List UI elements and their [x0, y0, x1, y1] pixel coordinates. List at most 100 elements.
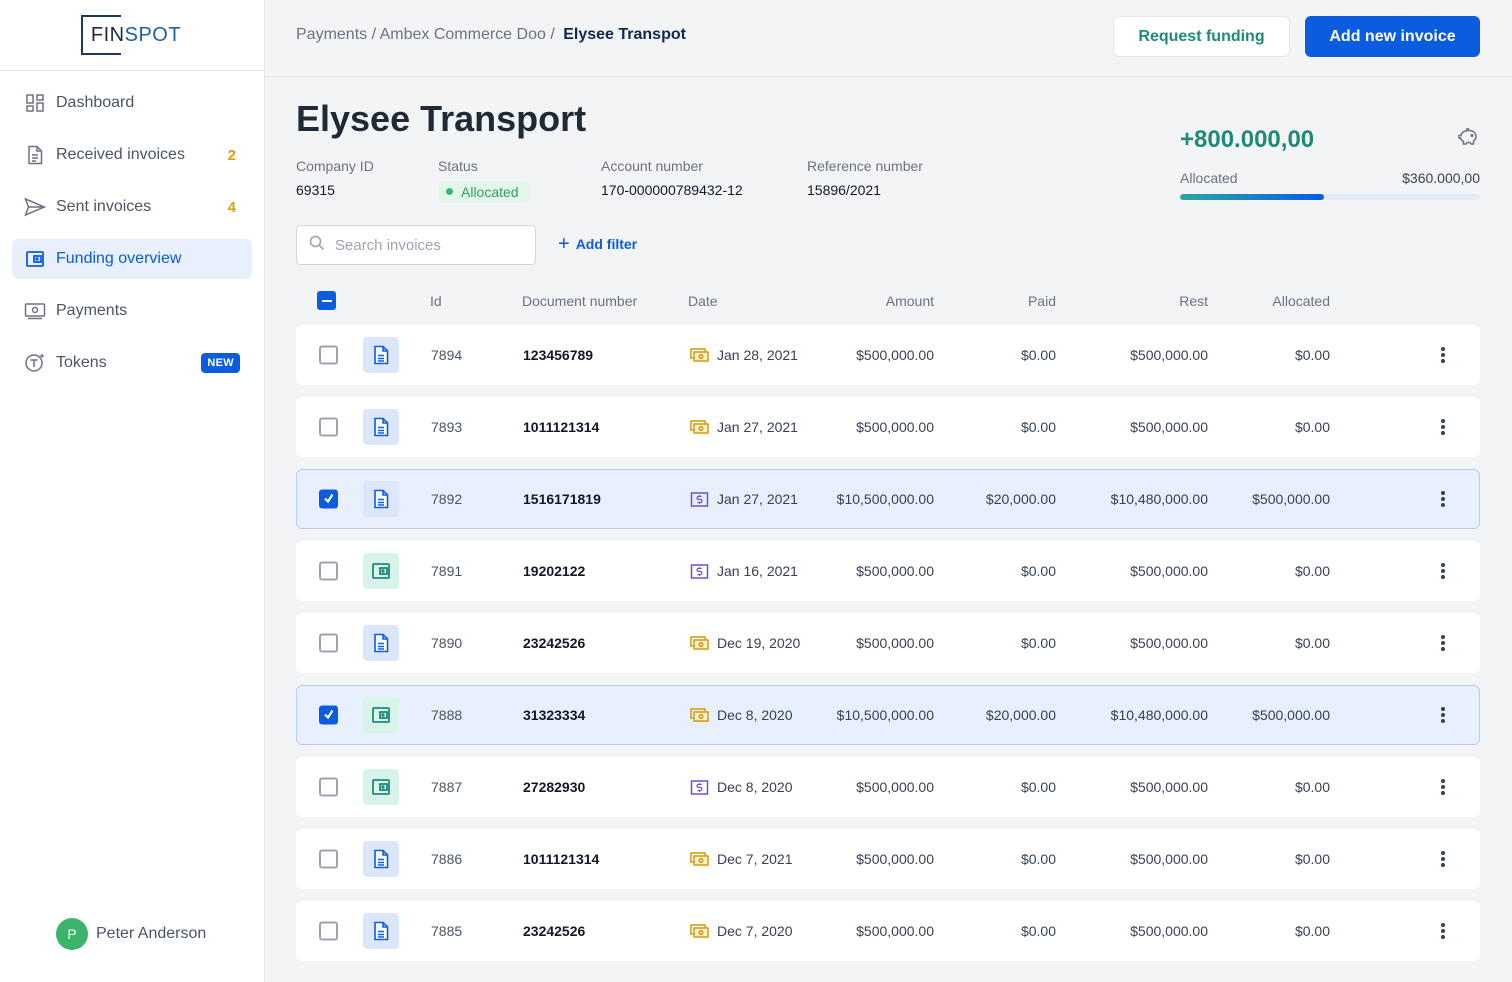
cell-allocated: $500,000.00 [1252, 707, 1330, 723]
breadcrumb-path[interactable]: Payments / Ambex Commerce Doo / [296, 26, 555, 43]
cell-paid: $0.00 [1020, 779, 1056, 795]
sidebar-item-tokens[interactable]: Tokens NEW [12, 343, 252, 383]
date-text: Dec 8, 2020 [717, 779, 793, 795]
row-checkbox[interactable] [319, 777, 338, 797]
allocated-label: Allocated [1180, 170, 1238, 186]
table-row[interactable]: 7892 1516171819 Jan 27, 2021 $10,500,000… [296, 469, 1480, 529]
table-row[interactable]: 7887 27282930 Dec 8, 2020 $500,000.00 $0… [296, 757, 1480, 817]
table-row[interactable]: 7894 123456789 Jan 28, 2021 $500,000.00 … [296, 325, 1480, 385]
cell-allocated: $0.00 [1294, 923, 1330, 939]
header-rest[interactable]: Rest [1179, 293, 1208, 309]
cell-date: Dec 19, 2020 [690, 635, 800, 651]
status-field: Status Allocated [438, 158, 529, 203]
more-options-icon[interactable] [1437, 633, 1449, 653]
sidebar-item-received-invoices[interactable]: Received invoices 2 [12, 135, 252, 175]
cell-allocated: $500,000.00 [1252, 491, 1330, 507]
row-checkbox[interactable] [319, 417, 338, 437]
dollar-icon [690, 779, 709, 795]
header-date[interactable]: Date [688, 293, 718, 309]
row-checkbox[interactable] [319, 705, 338, 725]
document-icon [363, 841, 399, 877]
account-number-field: Account number 170-000000789432-12 [601, 158, 743, 198]
more-options-icon[interactable] [1437, 417, 1449, 437]
cell-document-number: 123456789 [523, 347, 594, 363]
row-checkbox[interactable] [319, 921, 338, 941]
cell-paid: $20,000.00 [985, 491, 1056, 507]
more-options-icon[interactable] [1437, 849, 1449, 869]
cell-id: 7886 [431, 851, 463, 867]
add-filter-label: Add filter [575, 236, 638, 252]
piggy-bank-icon[interactable] [1456, 126, 1480, 150]
dollar-icon [690, 491, 709, 507]
cell-id: 7892 [431, 491, 463, 507]
more-options-icon[interactable] [1437, 921, 1449, 941]
date-text: Jan 16, 2021 [717, 563, 798, 579]
cell-amount: $10,500,000.00 [836, 491, 934, 507]
request-funding-button[interactable]: Request funding [1113, 16, 1290, 57]
add-filter-button[interactable]: + Add filter [558, 234, 638, 254]
more-options-icon[interactable] [1437, 345, 1449, 365]
add-new-invoice-button[interactable]: Add new invoice [1305, 16, 1480, 57]
date-text: Dec 8, 2020 [717, 707, 793, 723]
row-checkbox[interactable] [319, 849, 338, 869]
more-options-icon[interactable] [1437, 489, 1449, 509]
date-text: Jan 28, 2021 [717, 347, 798, 363]
more-options-icon[interactable] [1437, 705, 1449, 725]
select-all-checkbox[interactable] [317, 291, 336, 310]
cell-document-number: 23242526 [523, 923, 586, 939]
header-id[interactable]: Id [430, 293, 442, 309]
sidebar-item-label: Received invoices [56, 146, 185, 163]
row-checkbox[interactable] [319, 489, 338, 509]
cell-paid: $0.00 [1020, 635, 1056, 651]
row-checkbox[interactable] [319, 633, 338, 653]
cell-amount: $500,000.00 [856, 779, 934, 795]
cell-id: 7885 [431, 923, 463, 939]
allocation-progress-bar [1180, 194, 1480, 200]
table-row[interactable]: 7890 23242526 Dec 19, 2020 $500,000.00 $… [296, 613, 1480, 673]
sidebar-item-dashboard[interactable]: Dashboard [12, 83, 252, 123]
cell-rest: $500,000.00 [1130, 635, 1208, 651]
table-row[interactable]: 7885 23242526 Dec 7, 2020 $500,000.00 $0… [296, 901, 1480, 961]
logo[interactable]: FIN SPOT [80, 15, 181, 55]
cash-icon [690, 347, 709, 363]
cash-icon [690, 923, 709, 939]
search-input[interactable] [335, 236, 515, 254]
document-icon [363, 913, 399, 949]
header-document-number[interactable]: Document number [522, 293, 638, 309]
sidebar-item-label: Payments [56, 302, 128, 319]
document-icon [363, 337, 399, 373]
funding-amount: +800.000,00 [1180, 126, 1315, 153]
header-amount[interactable]: Amount [885, 293, 934, 309]
table-row[interactable]: 7891 19202122 Jan 16, 2021 $500,000.00 $… [296, 541, 1480, 601]
sidebar-nav: Dashboard Received invoices 2 Sent invoi… [0, 71, 264, 407]
more-options-icon[interactable] [1437, 777, 1449, 797]
header-paid[interactable]: Paid [1027, 293, 1056, 309]
row-checkbox[interactable] [319, 345, 338, 365]
cell-document-number: 31323334 [523, 707, 586, 723]
cell-allocated: $0.00 [1294, 563, 1330, 579]
cell-date: Jan 28, 2021 [690, 347, 798, 363]
wallet-icon [363, 553, 399, 589]
status-dot-icon [446, 188, 453, 195]
company-id-label: Company ID [296, 158, 374, 174]
sidebar-item-funding-overview[interactable]: Funding overview [12, 239, 252, 279]
dashboard-icon [24, 92, 46, 114]
more-options-icon[interactable] [1437, 561, 1449, 581]
cash-icon [690, 851, 709, 867]
table-row[interactable]: 7893 1011121314 Jan 27, 2021 $500,000.00… [296, 397, 1480, 457]
header-allocated[interactable]: Allocated [1272, 293, 1330, 309]
logo-area: FIN SPOT [0, 0, 264, 71]
date-text: Jan 27, 2021 [717, 491, 798, 507]
cell-paid: $0.00 [1020, 419, 1056, 435]
cell-id: 7893 [431, 419, 463, 435]
cell-date: Dec 8, 2020 [690, 779, 793, 795]
cell-date: Dec 7, 2020 [690, 923, 793, 939]
sidebar-item-sent-invoices[interactable]: Sent invoices 4 [12, 187, 252, 227]
sidebar-item-label: Tokens [56, 354, 107, 371]
cell-date: Jan 16, 2021 [690, 563, 798, 579]
table-row[interactable]: 7886 1011121314 Dec 7, 2021 $500,000.00 … [296, 829, 1480, 889]
user-profile[interactable]: P Peter Anderson [56, 918, 206, 950]
table-row[interactable]: 7888 31323334 Dec 8, 2020 $10,500,000.00… [296, 685, 1480, 745]
sidebar-item-payments[interactable]: Payments [12, 291, 252, 331]
row-checkbox[interactable] [319, 561, 338, 581]
